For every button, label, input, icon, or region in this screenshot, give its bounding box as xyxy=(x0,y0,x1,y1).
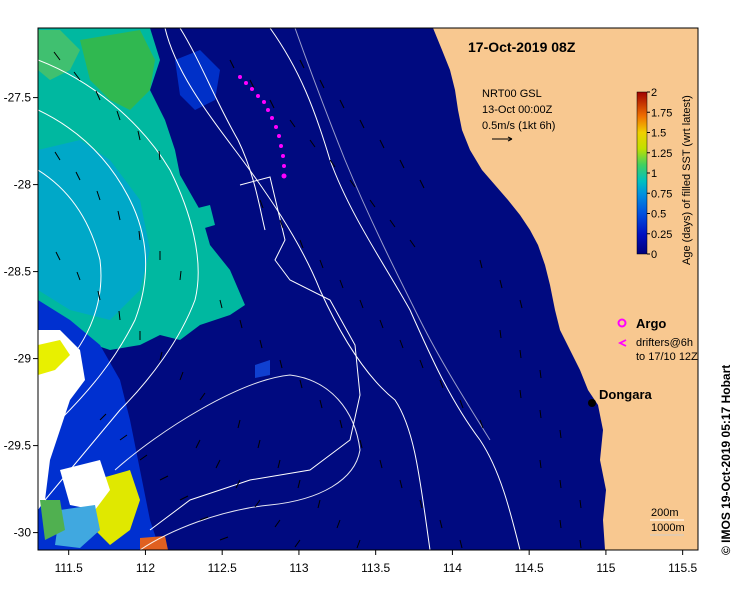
contour-1000m xyxy=(164,28,431,550)
legend-time: 13-Oct 00:00Z xyxy=(482,104,553,116)
depth-legend-200: 200m xyxy=(651,507,679,519)
depth-contours xyxy=(38,28,521,550)
contour-shelf-inner xyxy=(179,28,266,231)
current-arrows xyxy=(53,51,582,549)
lat-tick-label: -28 xyxy=(14,178,32,192)
drifter-legend-line2: to 17/10 12Z xyxy=(636,351,698,363)
lat-tick-label: -27.5 xyxy=(4,91,32,105)
colorbar-tick-label: 2 xyxy=(651,87,657,99)
lon-tick-label: 113 xyxy=(289,561,308,575)
colorbar-tick-label: 0 xyxy=(651,249,657,261)
lon-tick-label: 115 xyxy=(596,561,615,575)
lon-tick-label: 115.5 xyxy=(668,561,697,575)
map-title: 17-Oct-2019 08Z xyxy=(468,39,576,55)
colorbar-tick-label: 1.75 xyxy=(651,107,672,119)
legend-product: NRT00 GSL xyxy=(482,88,542,100)
land-mass xyxy=(433,28,698,550)
contour-coastal xyxy=(294,28,491,441)
green-patch-south xyxy=(40,500,65,540)
drifter-legend-icon xyxy=(617,339,627,347)
mid-blue-patch-east xyxy=(175,50,220,110)
lon-tick-label: 111.5 xyxy=(55,561,84,575)
colorbar-ticks: 2 1.75 1.5 1.25 1 0.75 0.5 0.25 0 xyxy=(647,87,672,261)
green-patch-top xyxy=(38,30,80,80)
cyan-patch-south xyxy=(55,505,100,548)
contour-outer-2 xyxy=(38,109,147,421)
drifter-legend-line1: drifters@6h xyxy=(636,337,693,349)
lat-tick-label: -29.5 xyxy=(4,439,32,453)
map-frame xyxy=(37,27,699,551)
yellow-patch-1 xyxy=(38,340,70,375)
lat-tick-label: -30 xyxy=(14,526,32,540)
lon-tick-label: 114.5 xyxy=(515,561,544,575)
lat-tick-label: -29 xyxy=(14,352,32,366)
colorbar-tick-label: 0.25 xyxy=(651,229,672,241)
argo-legend-label: Argo xyxy=(636,316,666,331)
contour-200m xyxy=(269,28,521,550)
dongara-label: Dongara xyxy=(599,387,653,402)
legend-scale: 0.5m/s (1kt 6h) xyxy=(482,120,555,132)
colorbar xyxy=(636,91,648,255)
white-patch xyxy=(38,330,85,510)
orange-patch-south xyxy=(140,536,168,550)
argo-legend-icon xyxy=(617,318,627,328)
credit-text: © IMOS 19-Oct-2019 05:17 Hobart xyxy=(719,365,733,555)
contour-loop-south xyxy=(114,374,361,550)
dongara-marker xyxy=(588,399,596,407)
legend-scale-arrowhead xyxy=(507,136,513,142)
map-plot-area xyxy=(38,28,698,550)
contour-outer-1 xyxy=(38,59,199,501)
lon-tick-label: 112 xyxy=(136,561,155,575)
colorbar-tick-label: 1.5 xyxy=(651,128,666,140)
green-patch-upper xyxy=(80,30,155,110)
white-patch-south xyxy=(60,460,110,510)
drifter-track xyxy=(238,75,287,179)
contour-shelf-loop xyxy=(149,176,361,531)
lon-tick-label: 112.5 xyxy=(208,561,237,575)
lon-tick-label: 114 xyxy=(443,561,462,575)
colorbar-tick-label: 1 xyxy=(651,168,657,180)
colorbar-tick-label: 1.25 xyxy=(651,148,672,160)
depth-legend-1000: 1000m xyxy=(651,522,685,534)
longitude-axis: 111.5 112 112.5 113 113.5 114 114.5 115 115.5 xyxy=(55,550,698,575)
blue-patch-small xyxy=(255,360,270,378)
lat-tick-label: -28.5 xyxy=(4,265,32,279)
lon-tick-label: 113.5 xyxy=(361,561,390,575)
colorbar-tick-label: 0.5 xyxy=(651,209,666,221)
latitude-axis: -27.5 -28 -28.5 -29 -29.5 -30 xyxy=(4,91,38,540)
colorbar-tick-label: 0.75 xyxy=(651,188,672,200)
contour-outer-3 xyxy=(38,169,102,371)
colorbar-label: Age (days) of filled SST (wrt latest) xyxy=(681,95,693,265)
teal-patch-small xyxy=(190,205,215,230)
